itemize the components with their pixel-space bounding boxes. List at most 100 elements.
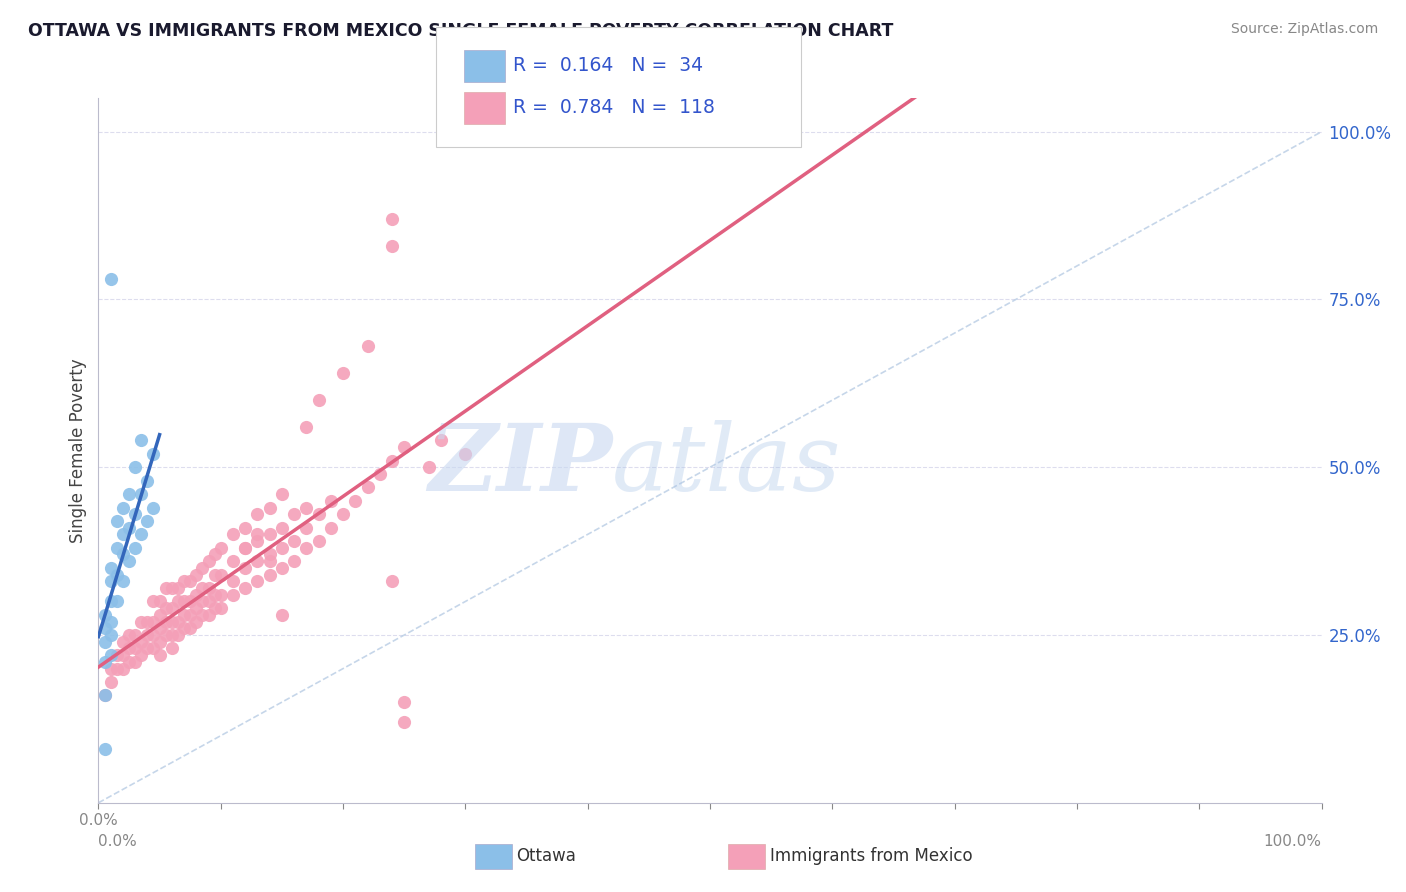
Point [197,554,219,568]
Point [136,641,159,656]
Point [160,615,183,629]
Point [111,662,134,676]
Text: ZIP: ZIP [427,419,612,509]
Point [149,634,172,648]
Point [160,628,183,642]
Point [155,601,177,615]
Point [283,554,305,568]
Point [270,561,294,575]
Point [118,628,141,642]
Point [173,621,195,635]
Point [100,615,122,629]
Text: atlas: atlas [612,419,842,509]
Point [100,561,122,575]
Point [454,447,477,461]
Point [155,628,177,642]
Point [295,521,318,535]
Point [270,607,294,622]
Text: 0.0%: 0.0% [98,834,138,849]
Point [246,554,269,568]
Point [105,514,128,528]
Point [186,601,208,615]
Point [222,588,245,602]
Text: R =  0.164   N =  34: R = 0.164 N = 34 [513,55,703,75]
Point [295,420,318,434]
Point [197,607,219,622]
Point [155,581,177,595]
Point [118,641,141,656]
Point [124,507,146,521]
Point [222,527,245,541]
Point [191,581,214,595]
Text: 100.0%: 100.0% [1264,834,1322,849]
Point [136,615,159,629]
Point [204,567,226,582]
Point [100,272,122,286]
Point [142,594,165,608]
Point [259,500,281,515]
Point [111,574,134,589]
Point [186,567,208,582]
Point [160,581,183,595]
Point [204,548,226,562]
Point [283,507,305,521]
Point [100,648,122,662]
Point [155,615,177,629]
Point [259,554,281,568]
Point [111,527,134,541]
Point [246,574,269,589]
Point [179,594,201,608]
Point [105,662,128,676]
Point [430,434,453,448]
Point [129,527,152,541]
Point [186,615,208,629]
Point [392,440,416,454]
Point [381,453,404,467]
Point [142,628,165,642]
Point [308,393,330,408]
Point [209,588,232,602]
Point [129,648,152,662]
Point [142,500,165,515]
Point [392,695,416,709]
Point [259,548,281,562]
Point [100,594,122,608]
Point [270,487,294,501]
Text: R =  0.784   N =  118: R = 0.784 N = 118 [513,97,716,117]
Point [222,574,245,589]
Point [191,561,214,575]
Point [129,434,152,448]
Text: Ottawa: Ottawa [516,847,576,865]
Point [179,621,201,635]
Point [319,493,342,508]
Point [233,581,256,595]
Point [124,460,146,475]
Point [173,594,195,608]
Point [332,507,354,521]
Point [173,607,195,622]
Point [233,541,256,555]
Point [233,561,256,575]
Point [356,480,378,494]
Point [149,607,172,622]
Point [186,588,208,602]
Point [93,689,115,703]
Point [308,534,330,549]
Point [124,628,146,642]
Text: Immigrants from Mexico: Immigrants from Mexico [770,847,973,865]
Point [222,554,245,568]
Point [381,574,404,589]
Point [246,507,269,521]
Point [308,507,330,521]
Point [233,521,256,535]
Point [191,607,214,622]
Point [105,594,128,608]
Point [319,521,342,535]
Point [295,541,318,555]
Point [381,211,404,226]
Point [197,581,219,595]
Point [167,615,190,629]
Point [129,634,152,648]
Point [381,239,404,253]
Point [283,534,305,549]
